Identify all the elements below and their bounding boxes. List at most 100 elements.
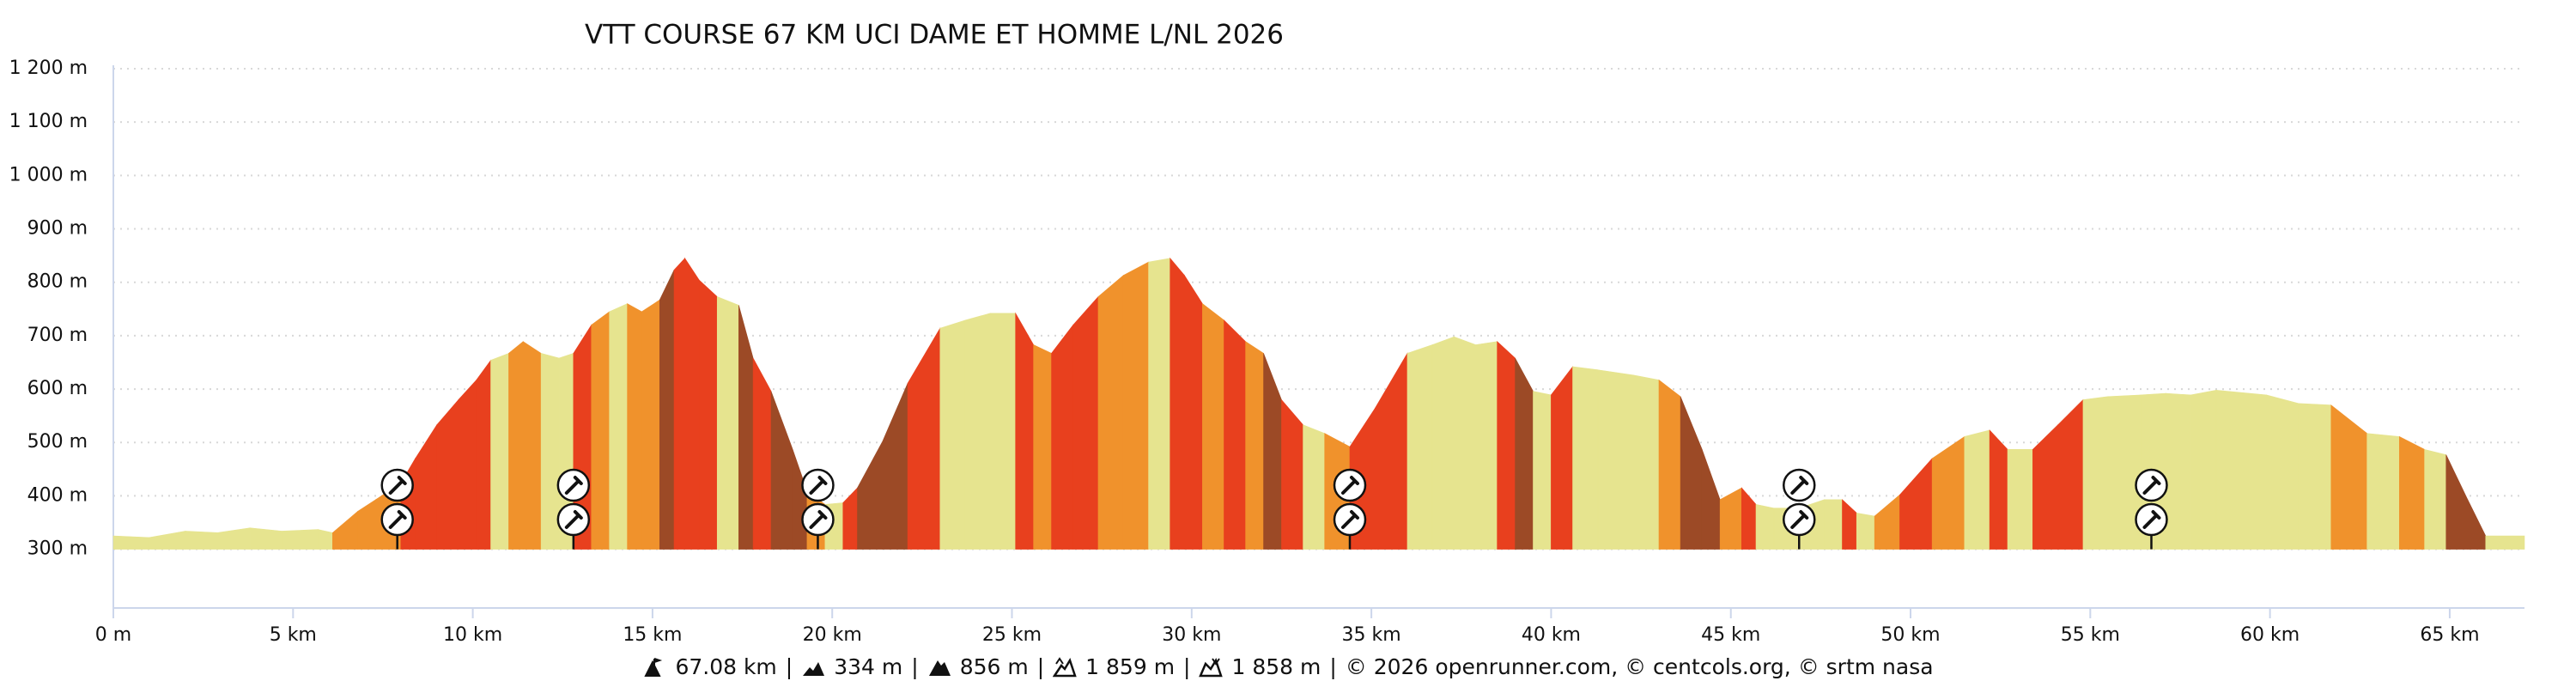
elevation-segment [2057,398,2084,550]
waypoint-glyph [388,476,407,495]
elevation-segment [1281,398,1303,550]
elevation-segment [752,357,772,550]
elevation-segment [738,305,754,550]
waypoint [556,468,591,550]
elevation-segment [112,535,150,550]
elevation-segment [2467,499,2487,550]
distance-icon [644,658,663,677]
elevation-segment [1572,366,1599,550]
y-tick-label: 500 m [27,431,88,453]
elevation-segment [1097,274,1124,550]
elevation-segment [1842,499,1857,550]
elevation-segment [1755,504,1775,550]
separator: | [1329,654,1337,679]
elevation-segment [1701,449,1721,550]
elevation-segment [627,303,642,550]
elevation-segment [1033,344,1052,550]
x-tick-label: 60 km [2240,624,2300,646]
elevation-segment [490,352,509,550]
elevation-segment [217,527,251,550]
elevation-segment [2190,389,2217,550]
elevation-segment [2298,403,2332,550]
elevation-segment [1454,336,1476,550]
y-tick-label: 900 m [27,218,88,240]
y-tick-label: 600 m [27,378,88,399]
elevation-segment [2007,449,2033,550]
elevation-segment [1856,512,1875,550]
x-tick-label: 50 km [1880,624,1940,646]
x-tick-label: 25 km [982,624,1042,646]
elevation-segment [1170,257,1185,550]
elevation-segment [2330,404,2367,550]
elevation-segment [716,296,739,550]
elevation-segment [2424,448,2447,550]
elevation-segment [882,383,908,550]
elevation-segment [1899,458,1933,550]
elevation-segment [609,303,628,550]
y-tick-label: 800 m [27,271,88,293]
waypoint [1783,468,1816,550]
elevation-segment [1475,341,1498,550]
separator: | [1036,654,1045,679]
x-tick-label: 15 km [623,624,682,646]
elevation-segment [1184,274,1203,550]
elevation-segment [907,327,941,550]
elevation-segment [508,341,524,550]
y-tick-label: 400 m [27,484,88,506]
min-icon [803,662,825,676]
elevation-segment [2165,392,2191,550]
elevation-segment [1202,302,1224,550]
x-tick-label: 55 km [2061,624,2120,646]
descent-icon [1199,658,1224,678]
waypoint [2135,468,2168,550]
elevation-segment [185,531,218,550]
elevation-segment [436,398,459,550]
waypoint-glyph [809,476,828,495]
elevation-segment [2032,424,2058,550]
waypoint-glyph [2142,476,2161,495]
elevation-segment [641,299,660,550]
elevation-segment [357,499,376,550]
elevation-segment [2445,454,2469,550]
elevation-segment [770,391,793,550]
elevation-segment [1931,435,1965,550]
waypoint [801,468,835,550]
waypoint [380,468,414,550]
credits: © 2026 openrunner.com, © centcols.org, ©… [1345,654,1934,679]
elevation-segment [1824,499,1843,550]
separator: | [1183,654,1191,679]
max-icon [928,660,951,676]
elevation-segment [1741,487,1757,550]
y-tick-label: 1 200 m [9,58,88,79]
elevation-segment [1680,396,1703,550]
elevation-segment [2082,396,2109,550]
elevation-segment [249,527,283,550]
elevation-segment [857,441,884,550]
elevation-segment [1245,341,1264,550]
elevation-segment [2266,394,2300,550]
waypoint-glyph [1790,476,1809,495]
elevation-segment [1015,312,1034,550]
elevation-segment [2485,535,2525,550]
elevation-segment [332,510,358,550]
separator: | [911,654,919,679]
elevation-segment [1263,353,1282,550]
elevation-segment [540,353,560,550]
elevation-segment [1515,357,1534,550]
waypoint [1333,468,1367,550]
y-tick-label: 300 m [27,538,88,560]
x-tick-label: 40 km [1522,624,1581,646]
elevation-segment [1964,429,1990,550]
descent: 1 858 m [1231,654,1321,679]
elevation-segment [1989,429,2008,550]
elevation-segment [2399,435,2425,550]
elevation-segment [1051,324,1073,550]
elevation-segment [1406,344,1433,550]
ascent-icon [1053,657,1077,678]
x-tick-label: 65 km [2420,624,2479,646]
elevation-segment [964,313,991,550]
elevation-segment [684,257,700,550]
elevation-segment [522,341,542,550]
elevation-segment [842,487,858,550]
